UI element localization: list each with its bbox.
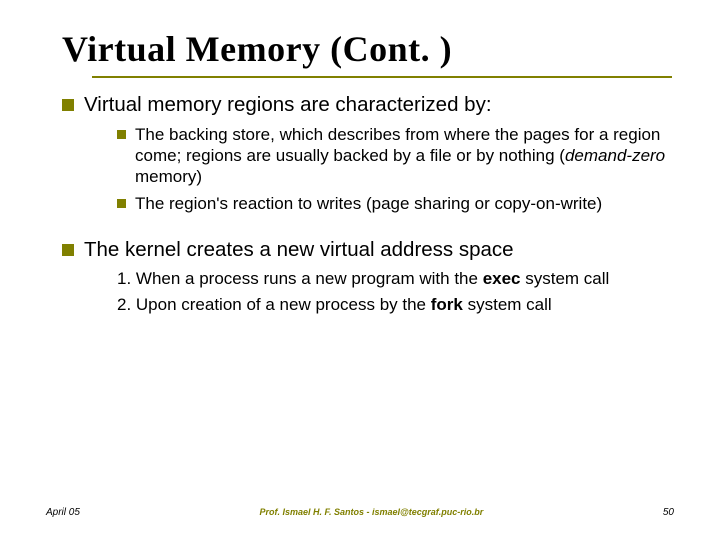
text-bold: exec (483, 269, 521, 288)
bullet-text: Virtual memory regions are characterized… (84, 92, 492, 118)
slide: Virtual Memory (Cont. ) Virtual memory r… (0, 0, 720, 540)
bullet-lvl1: Virtual memory regions are characterized… (62, 92, 672, 118)
bullet-text: The backing store, which describes from … (135, 124, 672, 188)
text-bold: fork (431, 295, 463, 314)
text-pre: The region's reaction to writes (page sh… (135, 194, 602, 213)
footer-date: April 05 (46, 507, 80, 518)
text-pre: 1. When a process runs a new program wit… (117, 269, 483, 288)
bullet-lvl2: The region's reaction to writes (page sh… (117, 193, 672, 214)
bullet-lvl2: The backing store, which describes from … (117, 124, 672, 188)
content-area: Virtual memory regions are characterized… (62, 92, 672, 316)
text-post: system call (521, 269, 610, 288)
slide-title: Virtual Memory (Cont. ) (62, 28, 672, 70)
bullet-text: The region's reaction to writes (page sh… (135, 193, 602, 214)
footer-page-number: 50 (663, 507, 674, 518)
square-bullet-icon (62, 244, 74, 256)
numbered-item: 2. Upon creation of a new process by the… (117, 294, 672, 316)
text-pre: 2. Upon creation of a new process by the (117, 295, 431, 314)
text-post: system call (463, 295, 552, 314)
square-bullet-icon (62, 99, 74, 111)
text-post: memory) (135, 167, 202, 186)
footer-author: Prof. Ismael H. F. Santos - ismael@tecgr… (259, 507, 483, 517)
text-italic: demand-zero (565, 146, 665, 165)
title-underline (92, 76, 672, 78)
bullet-text: The kernel creates a new virtual address… (84, 237, 514, 263)
bullet-lvl1: The kernel creates a new virtual address… (62, 237, 672, 263)
footer: April 05 Prof. Ismael H. F. Santos - ism… (0, 507, 720, 518)
numbered-item: 1. When a process runs a new program wit… (117, 268, 672, 290)
square-bullet-icon (117, 199, 126, 208)
square-bullet-icon (117, 130, 126, 139)
